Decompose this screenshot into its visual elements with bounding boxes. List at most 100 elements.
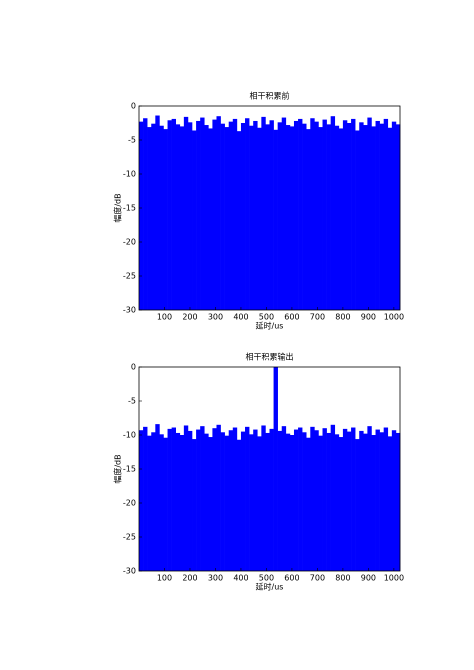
x-tick-label: 400 xyxy=(233,313,248,322)
y-tick-label: -5 xyxy=(128,136,136,145)
y-tick-label: -20 xyxy=(123,238,136,247)
x-tick-label: 700 xyxy=(310,313,325,322)
x-tick-label: 800 xyxy=(335,313,350,322)
bar xyxy=(236,439,242,571)
bar xyxy=(293,120,299,311)
bar xyxy=(143,426,148,571)
y-axis-label: 幅度/dB xyxy=(113,454,123,483)
x-tick-label: 700 xyxy=(310,574,325,583)
bar xyxy=(204,433,209,571)
bar xyxy=(314,121,319,310)
y-tick-label: -25 xyxy=(123,533,136,542)
bar xyxy=(163,437,168,571)
bar xyxy=(196,429,201,571)
bar xyxy=(338,437,344,571)
bar xyxy=(228,121,234,310)
bar xyxy=(277,122,283,310)
y-tick-label: -15 xyxy=(123,465,136,474)
bar xyxy=(159,434,164,571)
y-tick-label: 0 xyxy=(131,102,136,111)
bar xyxy=(187,122,193,310)
x-tick-label: 100 xyxy=(157,313,172,322)
bar xyxy=(306,437,311,571)
bar xyxy=(355,439,360,571)
y-tick-label: -10 xyxy=(123,431,136,440)
x-tick-label: 200 xyxy=(182,313,197,322)
bar xyxy=(155,424,160,571)
bar xyxy=(261,425,266,571)
bar xyxy=(200,426,205,571)
bar xyxy=(359,430,364,571)
x-tick-label: 300 xyxy=(208,313,223,322)
x-tick-label: 400 xyxy=(233,574,248,583)
y-tick-label: -20 xyxy=(123,499,136,508)
bar xyxy=(253,120,258,311)
bar xyxy=(183,116,189,310)
bar xyxy=(395,124,401,310)
x-tick-label: 1000 xyxy=(384,574,404,583)
bar xyxy=(326,124,331,310)
bar xyxy=(257,127,262,310)
bar xyxy=(334,434,340,571)
bar xyxy=(139,121,144,310)
bar xyxy=(216,424,221,571)
bar xyxy=(367,117,372,310)
x-tick-label: 500 xyxy=(259,313,274,322)
bar xyxy=(330,116,336,310)
bar xyxy=(155,115,160,311)
bar xyxy=(232,427,238,571)
bar xyxy=(249,434,254,571)
bar xyxy=(257,436,262,571)
y-tick-label: -10 xyxy=(123,170,136,179)
y-tick-label: -25 xyxy=(123,272,136,281)
bar xyxy=(175,432,181,571)
bar xyxy=(183,425,189,571)
bar xyxy=(289,435,295,571)
x-tick-label: 900 xyxy=(361,574,376,583)
x-tick-label: 500 xyxy=(259,574,274,583)
bar xyxy=(310,118,315,311)
bar xyxy=(147,127,152,310)
bar xyxy=(224,435,230,571)
bar xyxy=(289,126,295,311)
bar xyxy=(196,120,201,311)
bar xyxy=(151,123,156,311)
bar xyxy=(383,118,389,310)
bar xyxy=(277,430,283,571)
bar xyxy=(318,435,323,571)
bar xyxy=(187,430,193,571)
bar xyxy=(212,119,217,310)
bar xyxy=(395,432,401,571)
bar xyxy=(371,435,376,571)
bar xyxy=(232,118,238,310)
x-tick-label: 1000 xyxy=(384,313,404,322)
bar xyxy=(159,125,164,310)
bar xyxy=(143,118,148,311)
bar xyxy=(387,436,393,571)
x-tick-label: 600 xyxy=(284,574,299,583)
bar xyxy=(265,124,270,310)
x-tick-label: 600 xyxy=(284,313,299,322)
bar xyxy=(363,433,368,571)
bar xyxy=(228,430,234,571)
bar xyxy=(391,121,397,310)
bar xyxy=(192,130,197,310)
bar xyxy=(179,126,185,311)
y-tick-label: -30 xyxy=(123,567,136,576)
x-tick-label: 900 xyxy=(361,313,376,322)
x-tick-label: 300 xyxy=(208,574,223,583)
bar xyxy=(334,125,340,310)
bar xyxy=(220,432,225,571)
bar xyxy=(175,124,181,310)
bar xyxy=(367,426,372,571)
bar xyxy=(212,428,217,571)
bar xyxy=(293,429,299,571)
bar xyxy=(285,125,291,310)
bar xyxy=(171,118,177,310)
bar xyxy=(387,127,393,310)
y-tick-label: -30 xyxy=(123,306,136,315)
bar xyxy=(322,428,327,571)
bar xyxy=(220,123,225,311)
bar xyxy=(208,128,213,310)
bar xyxy=(281,426,287,571)
